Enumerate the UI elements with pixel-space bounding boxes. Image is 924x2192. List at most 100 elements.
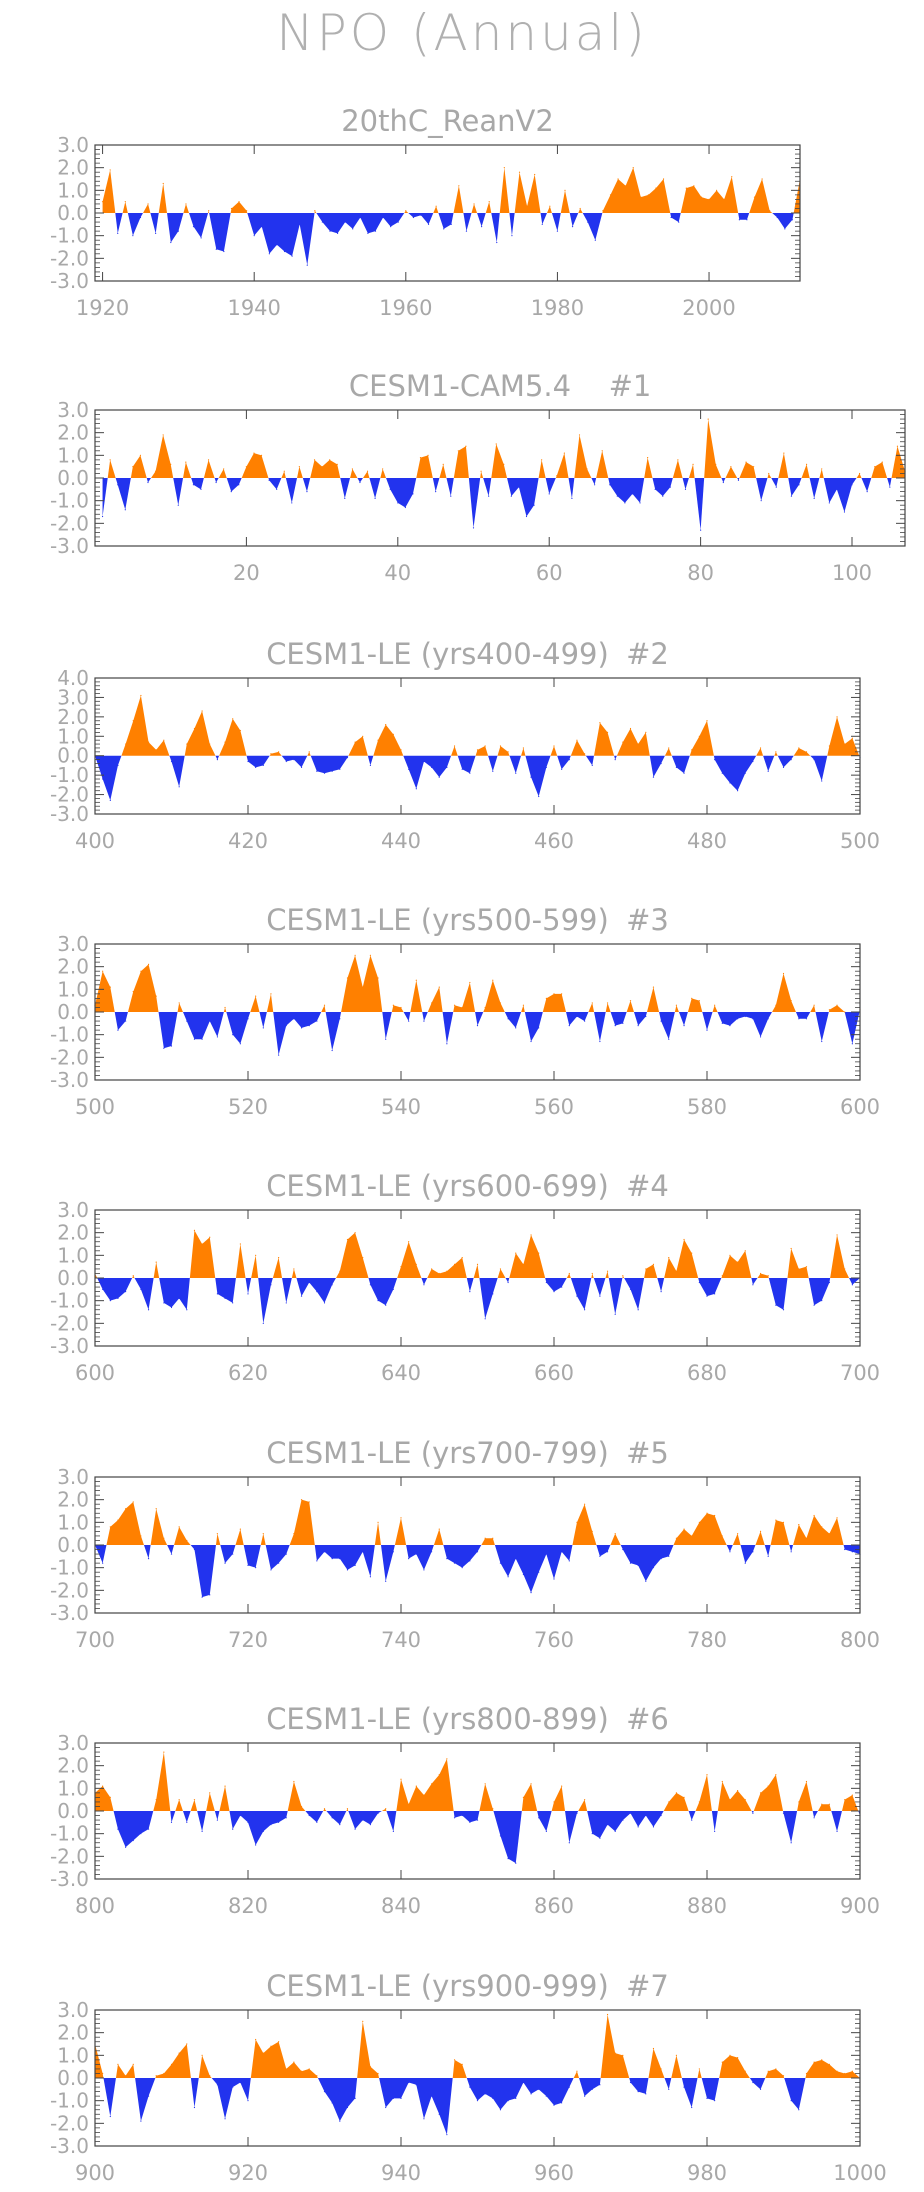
data-point	[813, 1514, 815, 1517]
data-point	[714, 759, 716, 761]
positive-area	[427, 987, 443, 1012]
data-point	[354, 2097, 356, 2099]
data-point	[323, 1808, 326, 1810]
y-tick-label: -2.0	[50, 1578, 89, 1602]
data-point	[606, 1002, 609, 1004]
data-point	[844, 1011, 846, 1013]
data-point	[247, 1018, 249, 1020]
data-point	[488, 495, 490, 497]
data-point	[400, 1778, 402, 1780]
data-point	[461, 768, 463, 770]
y-tick-label: 0.0	[57, 466, 89, 490]
data-point	[247, 1293, 249, 1295]
data-point	[216, 1036, 218, 1038]
data-point	[469, 2086, 471, 2088]
negative-area	[795, 1012, 811, 1019]
y-tick-label: -1.0	[50, 763, 89, 787]
data-point	[622, 1548, 624, 1551]
data-point	[843, 511, 846, 513]
data-point	[245, 466, 247, 468]
negative-area	[268, 478, 282, 490]
negative-area	[649, 755, 665, 778]
y-tick-label: 3.0	[57, 1731, 89, 1755]
data-point	[568, 1842, 570, 1844]
positive-area	[674, 1005, 679, 1012]
data-point	[609, 484, 611, 486]
data-point	[192, 226, 195, 228]
data-point	[201, 2054, 203, 2056]
negative-area	[220, 1545, 236, 1564]
data-point	[484, 1537, 486, 1539]
data-point	[625, 185, 627, 187]
data-point	[346, 1238, 349, 1241]
data-point	[821, 1300, 823, 1302]
data-point	[147, 963, 150, 966]
negative-area	[488, 755, 498, 772]
data-point	[706, 2097, 708, 2099]
data-point	[262, 764, 264, 767]
data-point	[209, 1792, 211, 1794]
data-point	[427, 454, 429, 456]
negative-area	[316, 213, 405, 234]
data-point	[132, 2063, 134, 2065]
data-point	[476, 749, 479, 751]
positive-area	[208, 210, 210, 213]
positive-area	[189, 1230, 216, 1278]
data-point	[369, 1576, 371, 1578]
data-point	[721, 1275, 723, 1277]
data-point	[186, 1020, 188, 1022]
positive-area	[600, 2014, 630, 2078]
data-point	[647, 194, 649, 196]
negative-area	[652, 478, 673, 497]
data-point	[270, 1824, 272, 1826]
data-point	[730, 466, 732, 468]
data-point	[331, 1284, 333, 1286]
data-point	[216, 1533, 218, 1535]
x-tick-label: 2000	[682, 296, 735, 320]
data-point	[232, 718, 234, 720]
data-point	[791, 219, 794, 221]
y-tick-label: 3.0	[57, 1998, 89, 2022]
data-point	[331, 1049, 333, 1052]
data-point	[117, 1519, 119, 1521]
data-point	[170, 1821, 173, 1823]
data-point	[385, 1808, 387, 1810]
data-point	[392, 1288, 394, 1290]
positive-area	[203, 459, 215, 478]
data-point	[813, 1004, 815, 1006]
data-point	[545, 1553, 547, 1555]
negative-area	[285, 478, 298, 503]
data-point	[109, 459, 111, 461]
positive-area	[155, 2044, 191, 2078]
data-point	[484, 1006, 486, 1009]
data-point	[193, 2106, 196, 2109]
data-point	[385, 1304, 387, 1306]
data-point	[232, 2086, 234, 2088]
data-point	[775, 1774, 777, 1776]
negative-area	[167, 1545, 175, 1555]
data-point	[553, 1578, 555, 1580]
x-tick-label: 860	[534, 1894, 574, 1918]
y-tick-label: -2.0	[50, 1045, 89, 1069]
data-point	[331, 1558, 333, 1560]
data-point	[408, 1241, 410, 1243]
data-point	[541, 223, 543, 225]
negative-area	[566, 1012, 589, 1026]
data-point	[216, 1819, 218, 1821]
data-point	[392, 1004, 394, 1006]
data-point	[140, 2120, 142, 2122]
negative-area	[245, 1278, 252, 1294]
x-tick-label: 40	[384, 561, 411, 585]
x-tick-label: 500	[840, 829, 880, 853]
data-point	[782, 1812, 785, 1814]
data-point	[499, 1268, 502, 1270]
data-point	[344, 221, 346, 223]
data-point	[147, 1558, 150, 1560]
data-point	[496, 241, 498, 244]
data-point	[729, 2054, 731, 2056]
negative-area	[403, 755, 452, 789]
data-point	[140, 970, 142, 972]
data-point	[377, 1300, 379, 1302]
negative-area	[831, 1811, 842, 1832]
data-point	[293, 1780, 295, 1783]
